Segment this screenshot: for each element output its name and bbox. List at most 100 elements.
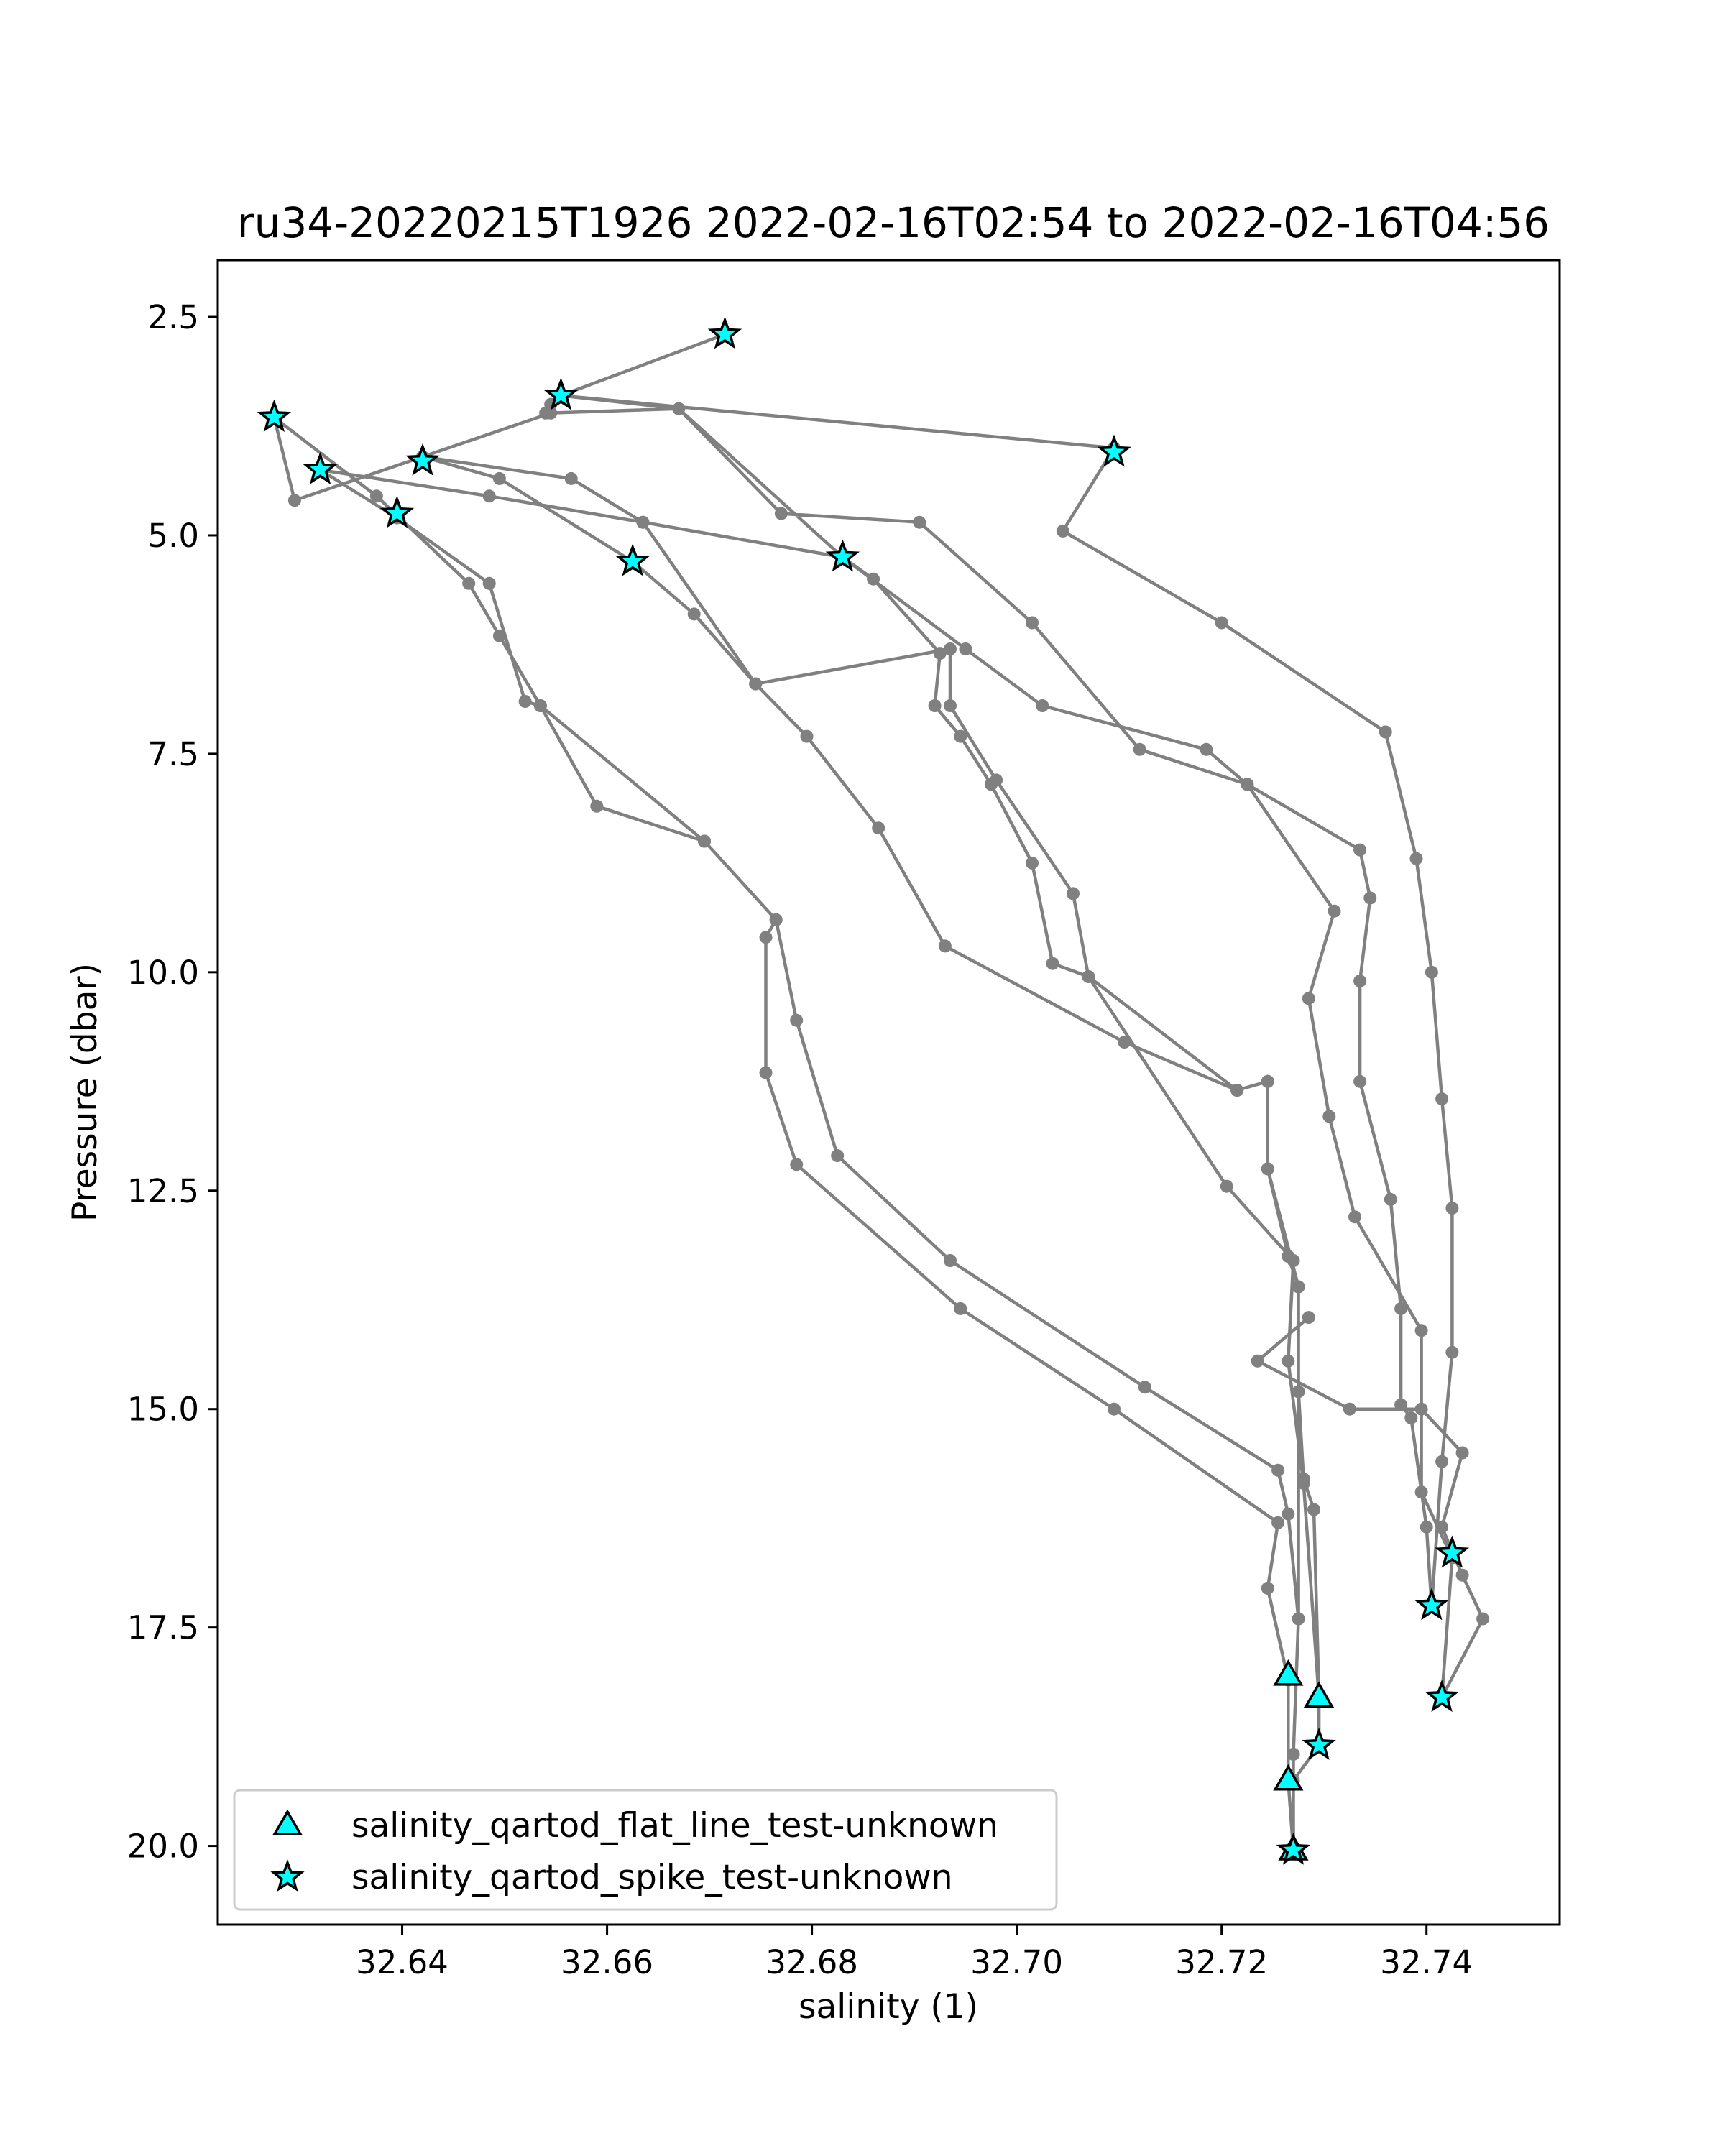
y-tick-label: 12.5	[127, 1172, 199, 1210]
flat-line-flag-marker	[1273, 1659, 1304, 1686]
legend-box	[233, 1789, 1058, 1911]
profile-point	[1435, 1520, 1449, 1534]
profile-point	[1435, 1092, 1449, 1106]
profile-point	[1271, 1463, 1285, 1477]
profile-point	[790, 1158, 804, 1171]
y-tick-label: 10.0	[127, 954, 199, 992]
y-axis-label: Pressure (dbar)	[65, 963, 105, 1222]
profile-point	[759, 1066, 773, 1079]
x-tick-label: 32.64	[356, 1943, 448, 1981]
profile-point	[913, 515, 926, 529]
profile-point	[1220, 1179, 1233, 1193]
spike-flag-marker	[380, 495, 415, 528]
y-tick-label: 20.0	[127, 1828, 199, 1866]
x-axis-label: salinity (1)	[799, 1987, 978, 2027]
profile-point	[1036, 699, 1049, 712]
profile-point	[1353, 1074, 1367, 1088]
profile-point	[759, 931, 773, 944]
profile-point	[774, 507, 788, 520]
profile-point	[687, 607, 701, 621]
profile-point	[990, 773, 1003, 787]
profile-point	[482, 489, 496, 503]
legend-label: salinity_qartod_flat_line_test-unknown	[351, 1806, 998, 1846]
profile-point	[1455, 1568, 1469, 1582]
profile-point	[1287, 1254, 1300, 1267]
profile-point	[954, 1302, 967, 1315]
x-tick-label: 32.74	[1380, 1943, 1473, 1981]
profile-point	[1394, 1302, 1408, 1315]
spike-flag-marker	[405, 443, 440, 476]
profile-point	[1241, 778, 1254, 791]
profile-point	[1251, 1354, 1264, 1368]
profile-point	[1348, 1210, 1361, 1224]
profile-point	[769, 913, 783, 926]
spike-flag-marker	[1302, 1727, 1336, 1760]
profile-point	[928, 699, 942, 712]
profile-point	[1287, 1747, 1300, 1761]
legend-label: salinity_qartod_spike_test-unknown	[351, 1858, 953, 1897]
spike-flag-marker	[1435, 1535, 1470, 1568]
profile-point	[1343, 1402, 1356, 1416]
x-tick-label: 32.70	[970, 1943, 1063, 1981]
flag-marker-layer	[257, 316, 1470, 1865]
profile-point	[1455, 1446, 1469, 1460]
profile-point	[1271, 1516, 1285, 1529]
spike-flag-marker	[615, 543, 650, 576]
profile-point	[872, 821, 886, 835]
profile-point	[1230, 1084, 1244, 1097]
profile-point	[564, 471, 578, 485]
spike-flag-marker	[1414, 1588, 1449, 1621]
profile-point	[1445, 1202, 1459, 1215]
profile-point	[288, 494, 301, 507]
profile-point	[636, 515, 650, 529]
y-tick-label: 15.0	[127, 1391, 199, 1429]
profile-point	[492, 629, 506, 642]
plot-frame	[216, 259, 1561, 1926]
x-axis-ticks: 32.64 32.66 32.68 32.70 32.72 32.74	[356, 1925, 1473, 1981]
flat-line-flag-marker	[1273, 1764, 1304, 1791]
profile-point	[1363, 891, 1377, 905]
profile-point	[1118, 1036, 1131, 1049]
y-tick-label: 5.0	[147, 517, 199, 555]
profile-point	[1026, 616, 1039, 630]
profile-point	[959, 642, 972, 655]
legend-triangle-icon	[272, 1809, 303, 1836]
profile-point	[369, 489, 383, 503]
profile-point	[1261, 1162, 1274, 1176]
profile-point	[1414, 1324, 1428, 1337]
profile-point	[698, 834, 711, 848]
profile-point	[1292, 1612, 1305, 1626]
profile-point	[1353, 975, 1367, 987]
legend-star-icon	[270, 1859, 305, 1892]
profile-point	[1379, 725, 1392, 739]
y-tick-label: 7.5	[147, 735, 199, 773]
profile-point	[1046, 957, 1059, 970]
profile-point	[1322, 1110, 1336, 1123]
x-tick-label: 32.66	[561, 1943, 653, 1981]
profile-point	[1404, 1411, 1418, 1424]
profile-point	[1297, 1477, 1310, 1490]
profile-point	[1445, 1345, 1459, 1359]
profile-point	[1302, 1311, 1315, 1325]
profile-point	[1282, 1354, 1295, 1368]
profile-point	[954, 729, 967, 743]
profile-point	[867, 572, 880, 586]
profile-point	[1394, 1398, 1408, 1411]
profile-point	[1414, 1485, 1428, 1499]
x-tick-label: 32.68	[765, 1943, 858, 1981]
profile-point	[938, 939, 952, 953]
profile-point	[1409, 852, 1423, 865]
profile-point	[790, 1013, 804, 1027]
profile-point	[1056, 524, 1070, 538]
legend: salinity_qartod_flat_line_test-unknownsa…	[233, 1789, 1058, 1911]
profile-point	[933, 647, 947, 660]
profile-point	[1384, 1192, 1397, 1206]
profile-point	[518, 695, 532, 708]
spike-flag-marker	[303, 451, 338, 484]
profile-point	[1302, 992, 1315, 1005]
profile-point	[1067, 887, 1080, 900]
profile-point	[462, 576, 476, 590]
profile-point	[1133, 742, 1146, 756]
profile-point	[1138, 1381, 1151, 1394]
